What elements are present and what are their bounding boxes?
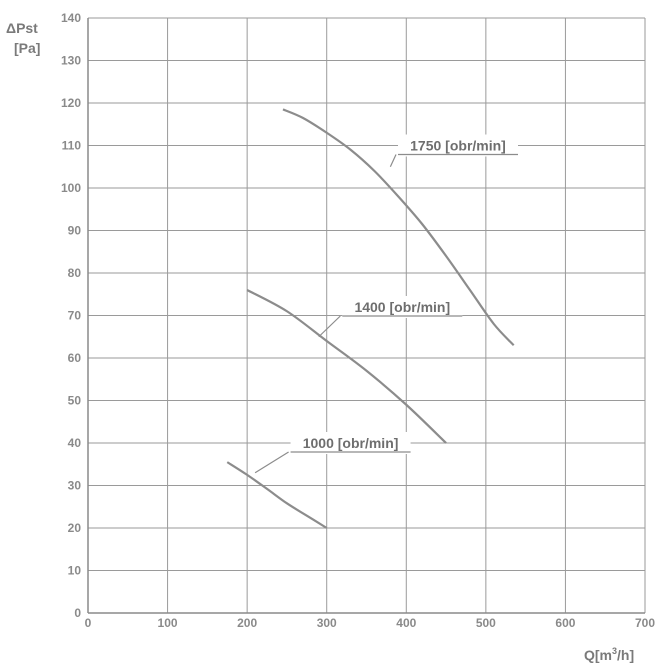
y-tick-label: 120: [61, 96, 81, 110]
y-tick-label: 0: [74, 606, 81, 620]
axes: [87, 18, 645, 614]
series-label-3: 1750 [obr/min]: [410, 138, 506, 154]
x-tick-label: 500: [476, 616, 496, 630]
series-label-bg-1: [290, 432, 411, 454]
x-tick-label: 600: [555, 616, 575, 630]
y-tick-label: 60: [68, 351, 82, 365]
y-tick-label: 130: [61, 54, 81, 68]
series-label-leader-3: [389, 154, 397, 168]
series-line-2: [246, 289, 447, 444]
y-tick-label: 80: [68, 266, 82, 280]
y-tick-label: 40: [68, 436, 82, 450]
x-axis-title-main: Q[m: [584, 647, 612, 663]
y-tick-labels: 0 10 20 30 40 50 60 70 80 90 100 110 120 130 140: [61, 11, 81, 620]
x-tick-labels: 0 100 200 300 400 500 600 700: [85, 616, 656, 630]
x-tick-label: 300: [317, 616, 337, 630]
x-tick-label: 200: [237, 616, 257, 630]
series-line-3: [282, 108, 515, 347]
y-tick-label: 90: [68, 224, 82, 238]
y-tick-label: 70: [68, 309, 82, 323]
y-tick-label: 10: [68, 564, 82, 578]
x-axis-title-sup: 3: [612, 646, 617, 656]
series-label-2: 1400 [obr/min]: [354, 299, 450, 315]
x-tick-label: 100: [158, 616, 178, 630]
series-label-leader-2: [318, 315, 341, 338]
y-tick-label: 110: [62, 139, 82, 153]
x-tick-label: 700: [635, 616, 655, 630]
series-label-leader-1: [254, 451, 289, 474]
x-axis-title-end: /h]: [617, 647, 634, 663]
grid: [87, 17, 646, 614]
y-tick-label: 20: [68, 521, 82, 535]
series-curves: [226, 108, 515, 529]
series-labels: 1000 [obr/min] 1400 [obr/min] 1750 [obr/mi…: [254, 134, 519, 474]
series-label-bg-3: [398, 134, 519, 157]
y-tick-label: 100: [61, 181, 81, 195]
x-axis-title: Q[m3/h]: [584, 646, 634, 663]
y-tick-label: 30: [68, 479, 82, 493]
x-tick-label: 0: [85, 616, 92, 630]
x-tick-label: 400: [396, 616, 416, 630]
series-line-1: [226, 461, 328, 529]
y-axis-title-line1: ΔPst: [6, 20, 38, 36]
y-tick-label: 140: [61, 11, 81, 25]
series-label-bg-2: [342, 296, 463, 318]
y-tick-label: 50: [68, 394, 82, 408]
series-label-1: 1000 [obr/min]: [303, 435, 399, 451]
y-axis-title-line2: [Pa]: [14, 40, 40, 56]
